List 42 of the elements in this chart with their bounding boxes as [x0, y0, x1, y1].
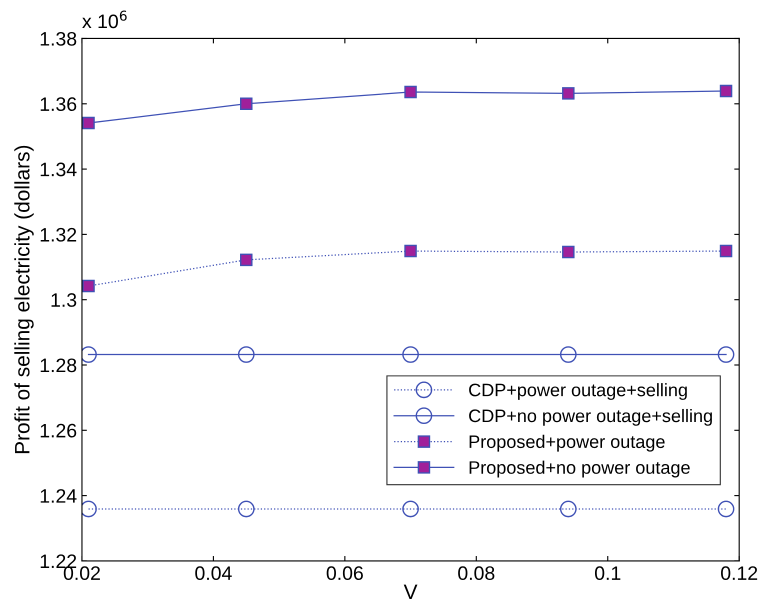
legend-label: Proposed+no power outage — [470, 460, 690, 478]
x-tick-label: 0.04 — [195, 566, 232, 580]
y-tick-label: 1.22 — [40, 554, 76, 568]
point — [82, 346, 97, 363]
point — [720, 84, 732, 98]
legend-label: CDP+no power outage+selling — [469, 408, 712, 426]
point — [404, 86, 417, 98]
y-tick-label: 1.32 — [40, 228, 76, 242]
point — [718, 500, 734, 518]
point — [560, 346, 577, 363]
x-tick-label: 0.02 — [64, 566, 100, 580]
x-axis-title: V — [404, 584, 418, 599]
legend-label: CDP+power outage+selling — [469, 383, 687, 400]
point — [238, 346, 255, 363]
y-tick-label: 1.3 — [52, 293, 76, 307]
point — [560, 500, 577, 518]
y-axis-title: Profit of selling electricity (dollars) — [14, 146, 34, 454]
point — [82, 116, 95, 130]
y-tick-label: 1.26 — [40, 424, 76, 438]
x-tick-label: 0.1 — [594, 566, 620, 580]
y-tick-label: 1.36 — [40, 97, 76, 112]
point — [238, 500, 255, 518]
text: x 10$^{6}$ — [82, 10, 127, 28]
y-tick-label: 1.24 — [40, 489, 77, 503]
point — [404, 244, 417, 258]
y-tick-label: 1.34 — [40, 162, 77, 176]
x-tick-label: 0.12 — [721, 566, 758, 580]
point — [82, 280, 95, 292]
point — [718, 346, 734, 363]
point — [240, 254, 253, 266]
x-tick-label: 0.06 — [326, 566, 363, 580]
legend-label: Proposed+power outage — [470, 434, 665, 452]
point — [562, 246, 575, 258]
point — [402, 500, 419, 518]
point — [82, 500, 97, 518]
point — [562, 87, 575, 100]
y-tick-label: 1.28 — [40, 358, 76, 372]
y-tick-label: 1.38 — [40, 32, 76, 46]
point — [240, 98, 253, 110]
x-tick-label: 0.08 — [458, 566, 494, 580]
point — [720, 244, 732, 258]
point — [402, 346, 419, 363]
